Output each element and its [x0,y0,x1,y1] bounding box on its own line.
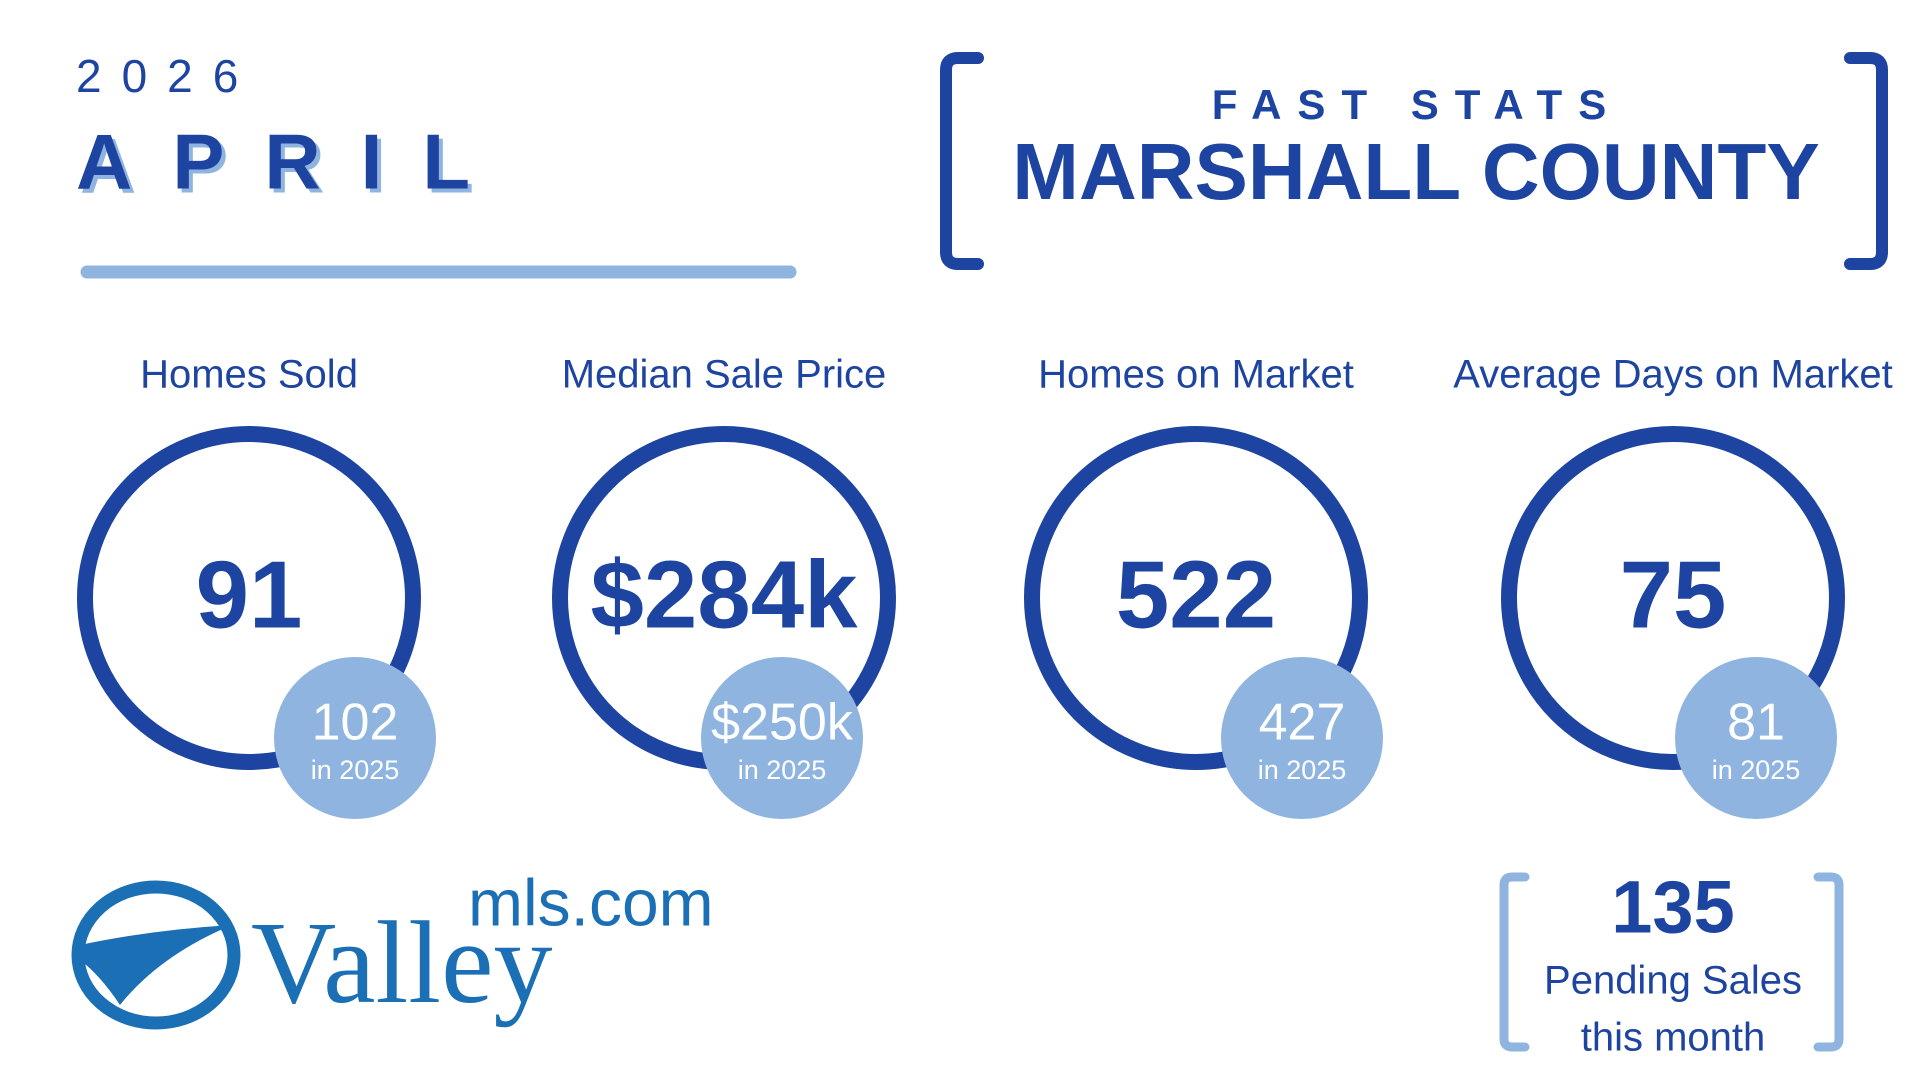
prior-bubble [1221,657,1383,819]
county: MARSHALL COUNTY [1012,127,1819,216]
prior-value: 102 [312,694,399,752]
prior-value: 81 [1727,694,1785,752]
stat-label: Homes Sold [140,353,358,397]
year: 2026 [76,50,258,102]
stat-label: Median Sale Price [562,353,887,397]
pending-line2: this month [1581,1016,1766,1060]
pending-value: 135 [1611,866,1734,949]
prior-label: in 2025 [738,755,827,785]
stat-value: 91 [196,541,303,648]
prior-label: in 2025 [311,755,400,785]
pending-line1: Pending Sales [1544,959,1802,1003]
stat-label: Homes on Market [1038,353,1354,397]
bracket-right [1844,52,1888,270]
prior-value: $250k [711,694,854,752]
stat-value: 522 [1116,541,1276,648]
logo-ring [71,880,241,1030]
month-shadow: APRIL [80,122,514,210]
bracket-left [940,52,984,270]
stat-value: 75 [1620,541,1727,648]
logo: Valley mls.com [71,865,714,1030]
stat-ring [1501,426,1845,770]
logo-brand: Valley [251,897,552,1028]
prior-bubble [274,657,436,819]
stat-ring [1024,426,1368,770]
logo-wing [80,925,232,1005]
prior-label: in 2025 [1712,755,1801,785]
prior-value: 427 [1259,694,1346,752]
pending-bracket-right [1813,872,1844,1052]
stat-value: $284k [591,541,859,648]
stat-ring [77,426,421,770]
pending-bracket-left [1499,872,1530,1052]
kicker: FAST STATS [1212,81,1622,128]
month: APRIL [76,118,510,206]
prior-bubble [1675,657,1837,819]
prior-label: in 2025 [1258,755,1347,785]
prior-bubble [701,657,863,819]
stat-label: Average Days on Market [1453,353,1892,397]
logo-domain: mls.com [468,865,714,939]
